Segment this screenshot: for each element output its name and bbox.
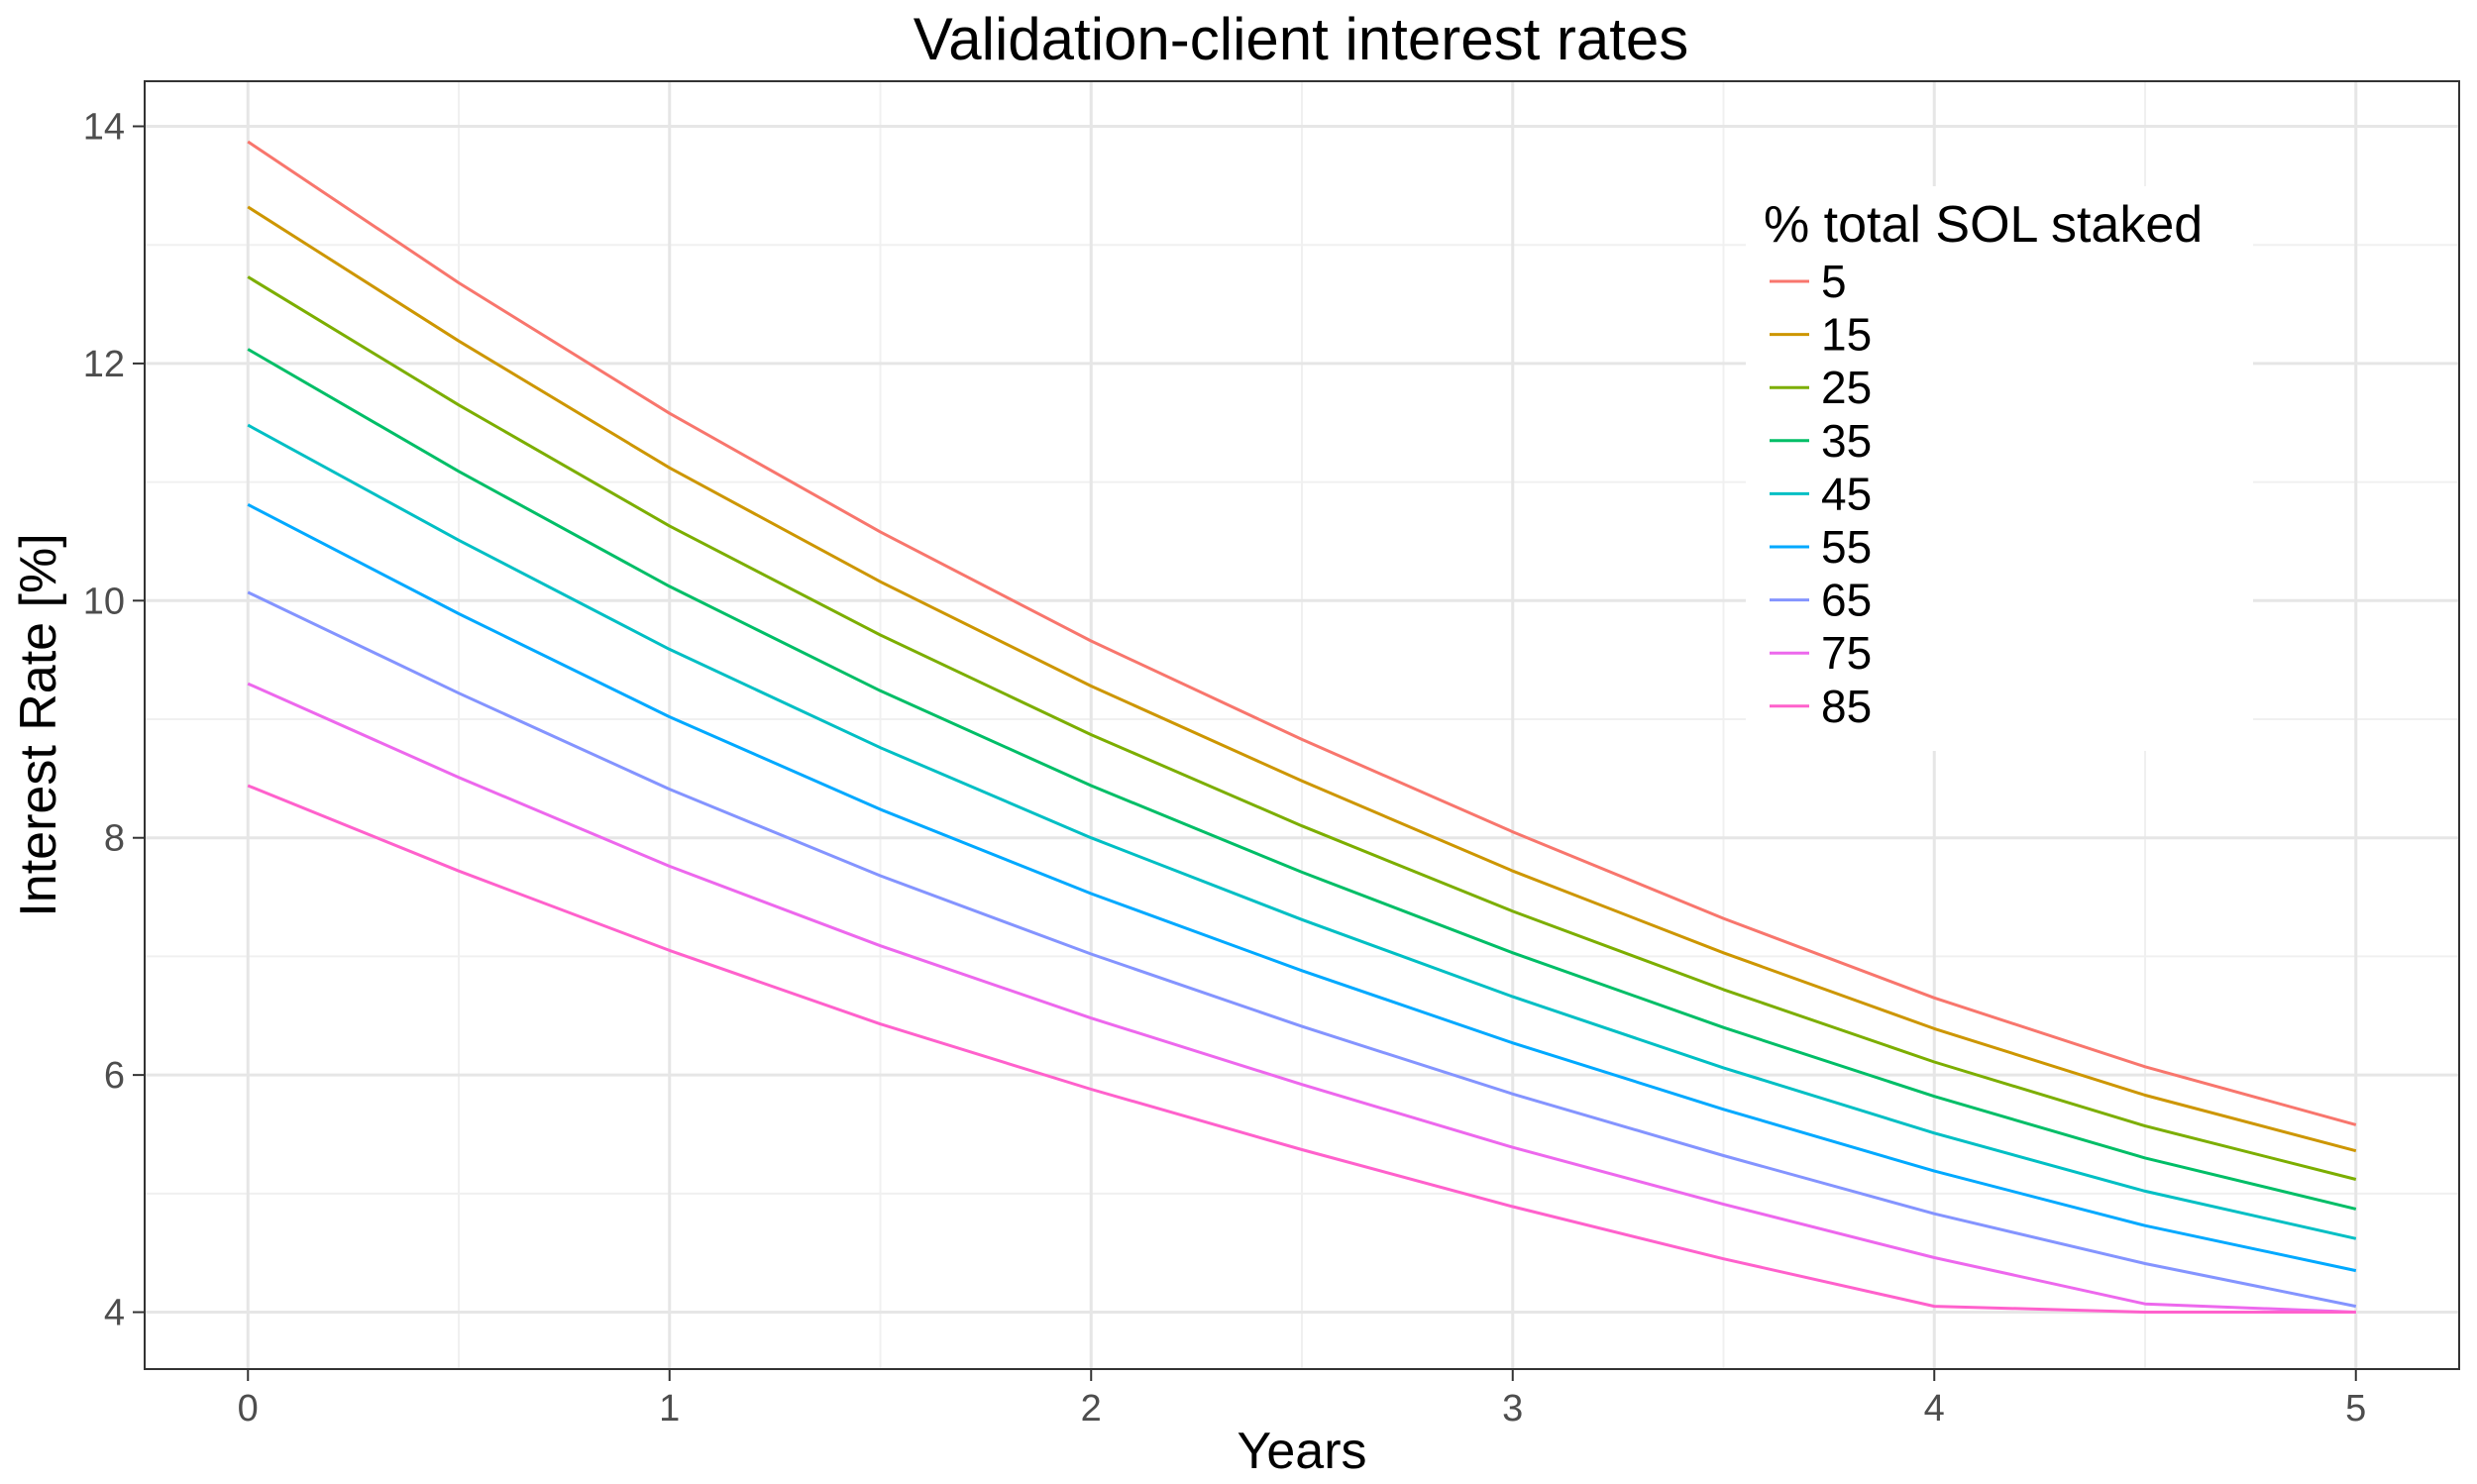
x-tick-label: 2 [1081,1388,1102,1430]
plot-panel-border [144,80,2460,1370]
legend-label-5: 5 [1821,256,1847,307]
y-tick-label: 10 [83,581,125,622]
series-line-75 [247,682,2356,1314]
series-line-45 [247,423,2357,1240]
series-line-5 [247,140,2357,1126]
series-line-25 [247,275,2357,1181]
x-tick-label: 4 [1924,1388,1945,1430]
y-tick-label: 8 [104,818,125,860]
series-lines [247,140,2357,1314]
x-axis: 0 1 2 3 4 5 [238,1369,2366,1430]
legend-label-25: 25 [1821,362,1872,413]
legend-label-45: 45 [1821,468,1872,519]
y-tick-label: 12 [83,344,125,385]
x-tick-label: 5 [2345,1388,2366,1430]
series-line-15 [247,205,2357,1153]
x-tick-label: 0 [238,1388,259,1430]
y-axis: 4 6 8 10 12 14 [83,106,145,1334]
legend-label-15: 15 [1821,309,1872,361]
x-tick-label: 1 [659,1388,680,1430]
series-line-85 [247,784,2356,1314]
y-tick-label: 14 [83,106,125,148]
y-tick-label: 6 [104,1055,125,1097]
y-tick-label: 4 [104,1293,125,1334]
x-axis-title: Years [1237,1423,1366,1480]
series-line-55 [247,502,2357,1273]
legend-label-75: 75 [1821,627,1872,679]
y-axis-title: Interest Rate [%] [10,533,67,916]
x-tick-label: 3 [1502,1388,1523,1430]
legend-background [1746,186,2253,751]
legend-label-35: 35 [1821,415,1872,467]
legend-title: % total SOL staked [1764,196,2203,254]
chart-title: Validation-client interest rates [914,6,1689,72]
legend-label-55: 55 [1821,521,1872,573]
series-line-35 [247,348,2357,1211]
series-line-65 [247,590,2357,1309]
legend-label-85: 85 [1821,681,1872,732]
legend-label-65: 65 [1821,575,1872,626]
